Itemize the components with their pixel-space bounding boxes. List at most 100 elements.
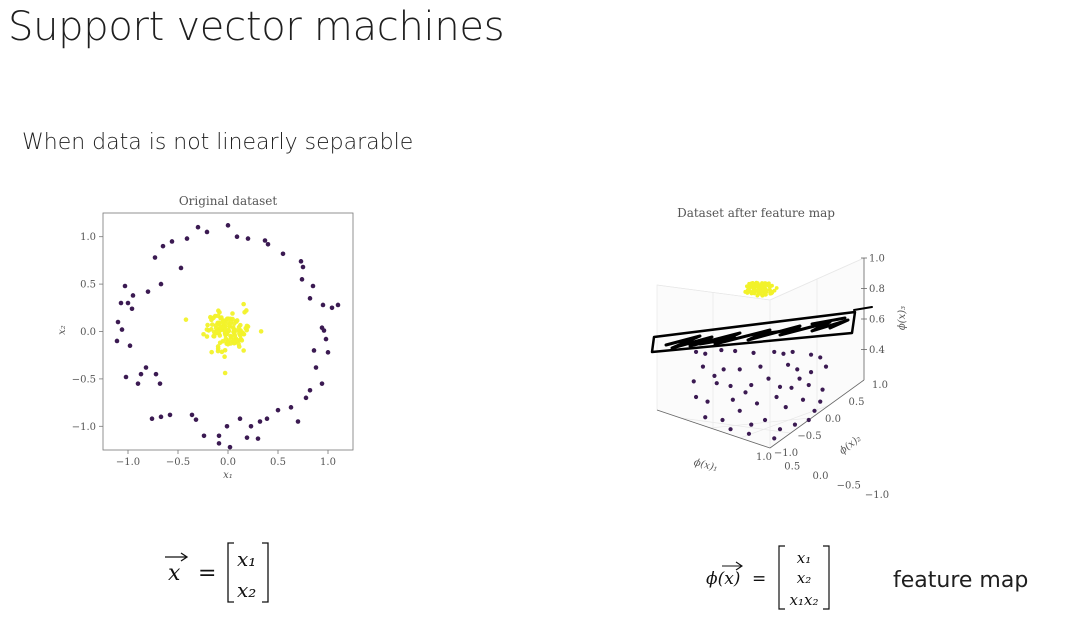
x-axis-label: ϕ(x)₁ [692,457,718,474]
points-layer [114,223,341,450]
outer-class-point [781,351,786,356]
inner-class-point [204,327,210,332]
outer-class-point [311,348,317,353]
inner-class-point [756,289,761,294]
outer-class-point [135,381,141,386]
inner-class-point [223,332,228,338]
outer-class-point [216,433,222,439]
chart-title-original: Original dataset [179,194,278,208]
equals-sign: = [198,561,216,586]
inner-class-point [232,331,237,337]
inner-class-point [183,317,189,322]
outer-class-point [299,277,305,282]
outer-class-point [703,351,708,356]
outer-class-point [130,293,136,298]
inner-class-point [760,293,765,298]
inner-class-point [227,321,233,327]
inner-class-point [767,285,772,289]
inner-class-point [751,284,756,289]
vector-arrow-icon [165,552,189,562]
inner-class-point [222,347,228,353]
outer-class-point [248,424,254,429]
outer-class-point [158,281,164,287]
outer-class-point [749,422,754,427]
outer-class-point [157,381,163,386]
outer-class-point [806,417,811,423]
inner-class-point [215,348,221,354]
outer-class-point [730,397,735,402]
inner-class-point [241,331,247,337]
outer-class-point [138,371,144,377]
outer-class-point [691,379,696,384]
outer-class-point [728,427,733,432]
z-tick-label: 0.4 [869,345,885,356]
inner-class-point [231,327,237,333]
vector-entry-2: x₂ [237,578,256,602]
outer-class-point [818,355,823,360]
outer-class-point [754,401,760,406]
separating-plane-drawing [650,306,873,354]
outer-class-point [693,394,699,400]
inner-class-point [222,329,228,334]
outer-class-point [189,412,195,418]
y-axis-ticks: −1.0 −0.5 0.0 0.5 1.0 [774,380,888,459]
y-tick-label: −0.5 [797,431,821,442]
vector-arrow-icon [722,561,743,571]
outer-class-point [310,283,316,289]
inner-class-point [221,325,227,330]
outer-class-point [298,259,304,264]
left-bracket [778,545,785,610]
inner-class-point [214,330,219,336]
inner-class-point [222,354,227,360]
y-axis-ticks: 1.0 0.5 0.0 −0.5 −1.0 [72,232,103,433]
outer-class-point [812,408,817,413]
y-tick-label: 0.5 [849,397,865,408]
inner-class-point [226,327,231,333]
inner-class-point [242,309,247,315]
y-tick-label: 0.5 [80,280,96,291]
outer-class-point [178,265,184,271]
outer-class-point [313,365,319,370]
x-tick-label: −0.5 [837,481,861,492]
inner-class-point [244,327,250,333]
outer-class-point [125,300,131,306]
z-tick-label: 0.8 [869,284,885,295]
inner-class-point [228,334,234,340]
outer-class-point [201,433,207,439]
outer-class-point [714,381,719,386]
outer-class-point [758,364,763,369]
outer-class-point [325,350,331,355]
y-tick-label: 1.0 [872,380,888,391]
inner-class-point [224,340,230,345]
outer-class-point [265,241,271,247]
outer-class-point [795,367,800,372]
outer-class-point [280,251,286,257]
outer-class-point [288,405,294,410]
map-entry-1: x₁ [797,549,811,567]
vector-entry-1: x₁ [237,547,256,571]
outer-class-point [275,407,281,413]
outer-class-point [792,422,798,427]
inner-class-point [205,322,210,328]
y-tick-label: −1.0 [774,448,798,459]
inner-class-point [237,328,243,334]
chart-feature-map: Dataset after feature map −1.0 −0.5 0.0 0.5… [650,206,908,501]
inner-class-point [743,289,748,294]
x-tick-label: 0.0 [220,457,236,468]
outer-class-point [193,417,199,422]
outer-class-point [705,399,710,404]
inner-class-point [211,334,217,339]
z-tick-label: 1.0 [869,254,885,265]
points-layer [691,280,829,441]
outer-class-point [737,408,742,413]
outer-class-point [225,223,231,228]
inner-class-point [218,324,223,330]
outer-class-point [751,350,756,355]
outer-class-point [307,387,313,393]
inner-class-point [230,311,235,316]
right-bracket [262,542,269,603]
outer-class-point [789,385,794,390]
outer-class-point [772,349,777,355]
chart-original: Original dataset −1.0 −0.5 0.0 0.5 1.0 1.0 0.… [57,194,354,481]
outer-class-point [123,374,129,380]
